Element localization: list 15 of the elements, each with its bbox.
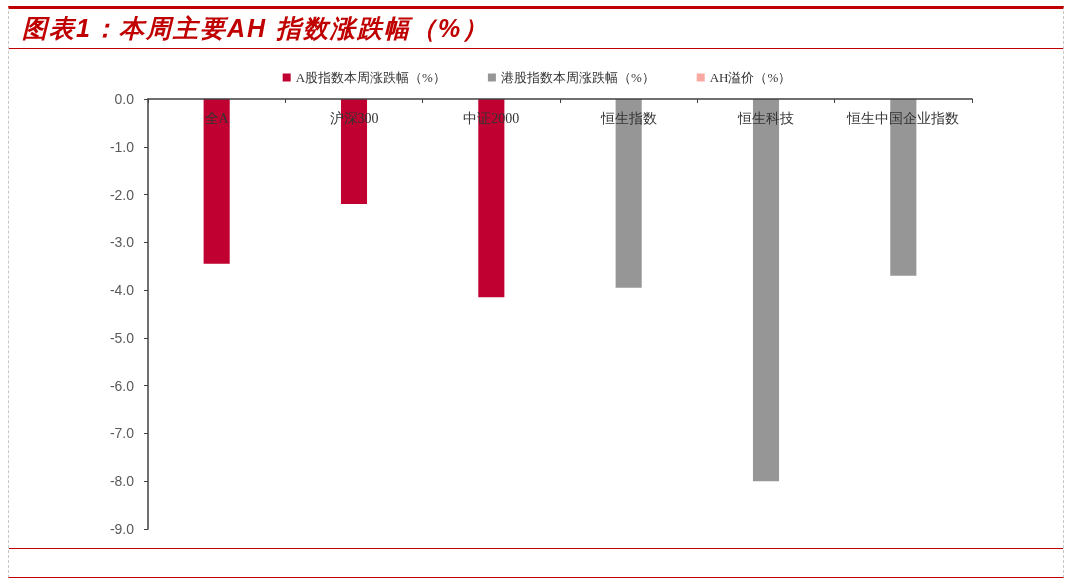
y-tick-label: -6.0 xyxy=(109,377,135,394)
chart-title: 图表1：本周主要AH 指数涨跌幅（%） xyxy=(22,13,490,44)
y-tick-label: -3.0 xyxy=(109,234,135,251)
legend-label: A股指数本周涨跌幅（%） xyxy=(295,70,446,85)
y-tick-label: -2.0 xyxy=(109,186,135,203)
y-tick-label: -4.0 xyxy=(109,282,135,299)
y-tick-label: -1.0 xyxy=(109,138,135,155)
y-tick-label: -7.0 xyxy=(109,425,135,442)
y-tick-label: 0.0 xyxy=(114,91,135,107)
y-tick-label: -8.0 xyxy=(109,473,135,490)
legend-label: 港股指数本周涨跌幅（%） xyxy=(500,70,655,85)
y-tick-label: -5.0 xyxy=(109,329,135,346)
y-tick-label: -9.0 xyxy=(109,521,135,537)
legend-label: AH溢价（%） xyxy=(709,70,792,85)
x-tick-label: 全A xyxy=(204,110,230,126)
